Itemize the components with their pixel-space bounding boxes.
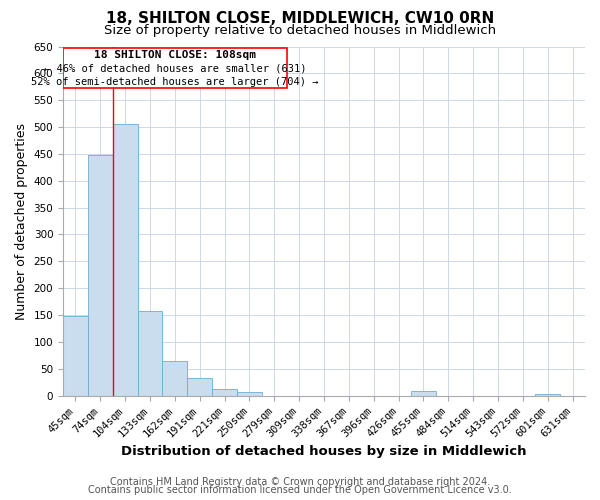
Bar bbox=[187, 378, 212, 396]
Bar bbox=[63, 48, 287, 88]
Text: Size of property relative to detached houses in Middlewich: Size of property relative to detached ho… bbox=[104, 24, 496, 37]
Text: 52% of semi-detached houses are larger (704) →: 52% of semi-detached houses are larger (… bbox=[31, 76, 319, 86]
Text: Contains public sector information licensed under the Open Government Licence v3: Contains public sector information licen… bbox=[88, 485, 512, 495]
Y-axis label: Number of detached properties: Number of detached properties bbox=[15, 122, 28, 320]
Bar bbox=[411, 392, 436, 396]
Text: 18 SHILTON CLOSE: 108sqm: 18 SHILTON CLOSE: 108sqm bbox=[94, 50, 256, 59]
Bar bbox=[113, 124, 137, 396]
Bar bbox=[163, 360, 187, 396]
Text: Contains HM Land Registry data © Crown copyright and database right 2024.: Contains HM Land Registry data © Crown c… bbox=[110, 477, 490, 487]
Bar bbox=[535, 394, 560, 396]
Bar bbox=[212, 389, 237, 396]
Text: 18, SHILTON CLOSE, MIDDLEWICH, CW10 0RN: 18, SHILTON CLOSE, MIDDLEWICH, CW10 0RN bbox=[106, 11, 494, 26]
Bar bbox=[237, 392, 262, 396]
Bar bbox=[63, 316, 88, 396]
Bar bbox=[137, 311, 163, 396]
Text: ← 46% of detached houses are smaller (631): ← 46% of detached houses are smaller (63… bbox=[44, 63, 306, 73]
Bar bbox=[88, 155, 113, 396]
X-axis label: Distribution of detached houses by size in Middlewich: Distribution of detached houses by size … bbox=[121, 444, 527, 458]
